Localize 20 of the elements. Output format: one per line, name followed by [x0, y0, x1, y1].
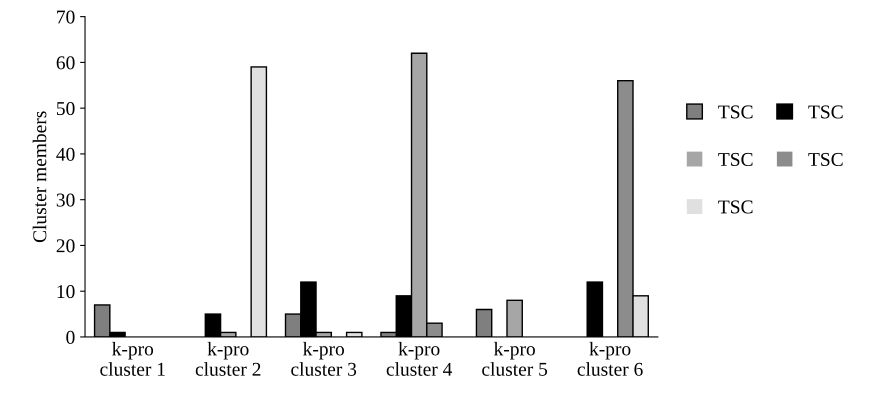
legend-label: TSC	[718, 200, 752, 214]
legend-label: TSC	[808, 152, 843, 166]
y-tick-label: 60	[56, 56, 75, 70]
y-tick-label: 10	[58, 285, 75, 298]
legend-label: TSC	[718, 152, 752, 166]
y-tick-label: 40	[56, 148, 75, 161]
y-tick-label: 30	[56, 193, 75, 207]
y-tick-label: 20	[56, 239, 75, 252]
x-tick-label: k-pro cluster 5	[482, 342, 548, 376]
x-tick-label: k-pro cluster 3	[291, 342, 356, 376]
x-tick-label: k-pro cluster 4	[386, 342, 452, 376]
y-axis-title: Cluster members	[32, 111, 46, 242]
legend-label: TSC	[808, 105, 843, 118]
y-tick-label: 70	[57, 10, 75, 24]
y-tick-label: 50	[56, 102, 75, 116]
x-tick-label: k-pro cluster 6	[578, 342, 643, 376]
legend-label: TSC	[718, 105, 752, 118]
y-tick-label: 0	[66, 330, 75, 344]
x-tick-label: k-pro cluster 2	[196, 342, 260, 376]
x-tick-label: k-pro cluster 1	[100, 342, 165, 376]
